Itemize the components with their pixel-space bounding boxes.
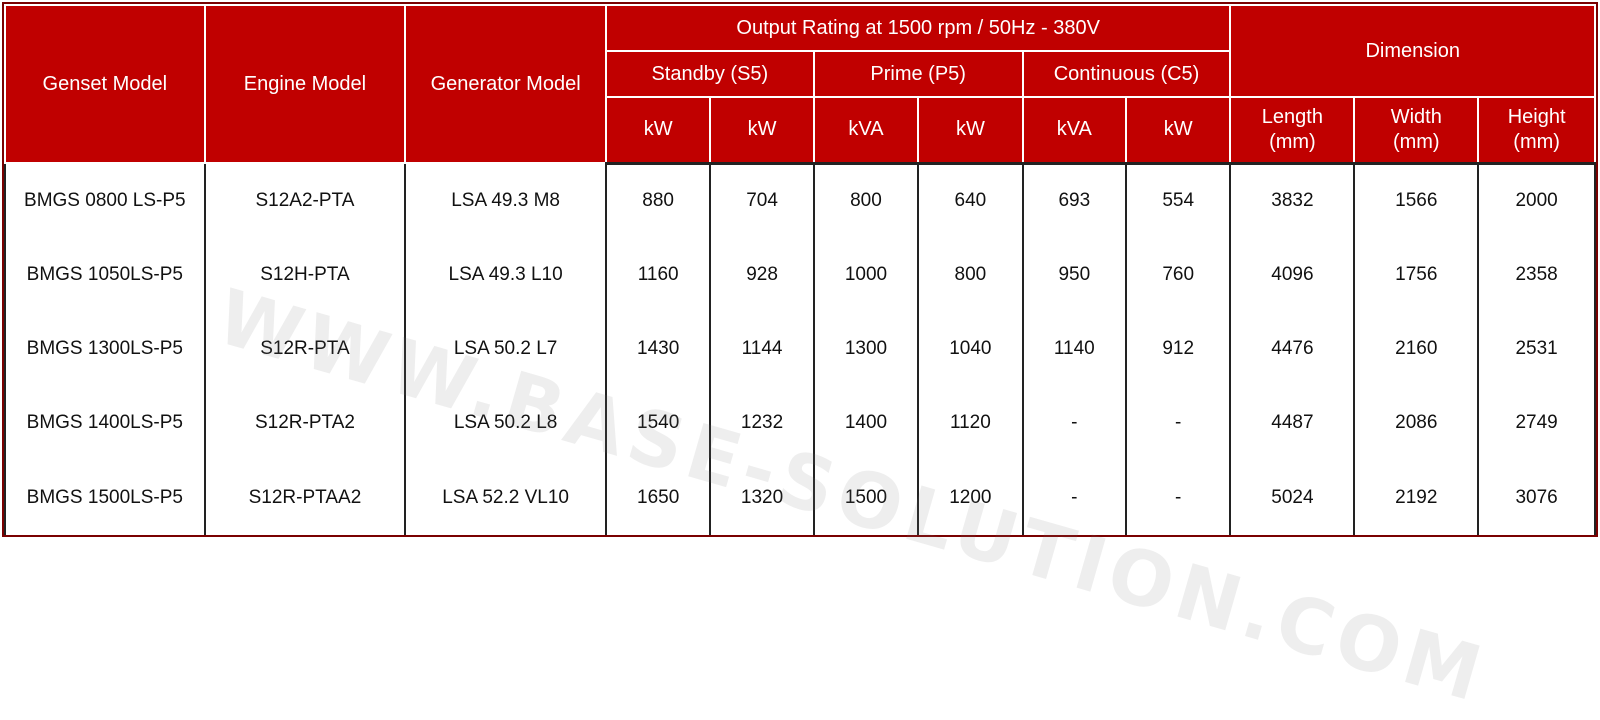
- cell-generator-model: LSA 52.2 VL10: [404, 460, 607, 535]
- header-length-label: Length: [1261, 105, 1323, 128]
- header-standby: Standby (S5): [604, 50, 815, 98]
- cell-value: -: [1124, 460, 1232, 535]
- cell-value: 800: [812, 163, 920, 238]
- cell-value: 950: [1021, 237, 1127, 312]
- cell-value: 2358: [1477, 237, 1596, 312]
- cell-genset-model: BMGS 0800 LS-P5: [4, 163, 206, 238]
- cell-value: 880: [604, 163, 712, 238]
- cell-value: 1320: [709, 460, 815, 535]
- cell-value: 4476: [1229, 311, 1356, 387]
- unit-prime-kva: kVA: [812, 96, 920, 165]
- header-prime: Prime (P5): [812, 50, 1024, 98]
- cell-value: 2160: [1353, 311, 1480, 387]
- cell-engine-model: S12R-PTA2: [203, 386, 407, 461]
- cell-value: 1650: [604, 460, 712, 535]
- cell-genset-model: BMGS 1400LS-P5: [4, 386, 206, 461]
- cell-value: 1430: [604, 311, 712, 387]
- cell-value: 1756: [1353, 237, 1480, 312]
- cell-value: 1500: [812, 460, 920, 535]
- cell-value: -: [1124, 386, 1232, 461]
- cell-value: 640: [917, 163, 1024, 238]
- header-height-label: Height: [1507, 105, 1566, 128]
- cell-value: 1140: [1021, 311, 1127, 387]
- cell-engine-model: S12R-PTAA2: [203, 460, 407, 535]
- header-width-label: Width: [1390, 105, 1442, 128]
- cell-value: 1040: [917, 311, 1024, 387]
- cell-value: 912: [1124, 311, 1232, 387]
- cell-value: 760: [1124, 237, 1232, 312]
- header-continuous: Continuous (C5): [1021, 50, 1232, 98]
- header-output-rating: Output Rating at 1500 rpm / 50Hz - 380V: [604, 4, 1232, 52]
- cell-value: 4096: [1229, 237, 1356, 312]
- header-engine-model: Engine Model: [203, 4, 407, 164]
- header-genset-model: Genset Model: [4, 4, 206, 164]
- cell-value: 2531: [1477, 311, 1596, 387]
- cell-value: 928: [709, 237, 815, 312]
- cell-value: 1144: [709, 311, 815, 387]
- header-length: Length (mm): [1229, 96, 1356, 165]
- cell-value: 1200: [917, 460, 1024, 535]
- table-row: BMGS 1300LS-P5 S12R-PTA LSA 50.2 L7 1430…: [4, 311, 1596, 387]
- cell-value: 2086: [1353, 386, 1480, 461]
- cell-value: 1232: [709, 386, 815, 461]
- cell-generator-model: LSA 49.3 L10: [404, 237, 607, 312]
- unit-continuous-kw: kW: [1124, 96, 1232, 165]
- cell-value: 1120: [917, 386, 1024, 461]
- unit-standby-kw-2: kW: [709, 96, 815, 165]
- cell-value: 1300: [812, 311, 920, 387]
- cell-value: 554: [1124, 163, 1232, 238]
- unit-continuous-kva: kVA: [1021, 96, 1127, 165]
- unit-standby-kw-1: kW: [604, 96, 712, 165]
- header-dimension: Dimension: [1229, 4, 1596, 98]
- header-height-unit: (mm): [1513, 130, 1560, 153]
- cell-engine-model: S12H-PTA: [203, 237, 407, 312]
- header-generator-model: Generator Model: [404, 4, 607, 164]
- cell-value: -: [1021, 386, 1127, 461]
- cell-value: 800: [917, 237, 1024, 312]
- table-row: BMGS 0800 LS-P5 S12A2-PTA LSA 49.3 M8 88…: [4, 163, 1596, 238]
- cell-genset-model: BMGS 1050LS-P5: [4, 237, 206, 312]
- cell-generator-model: LSA 50.2 L8: [404, 386, 607, 461]
- table-row: BMGS 1400LS-P5 S12R-PTA2 LSA 50.2 L8 154…: [4, 386, 1596, 461]
- header-width-unit: (mm): [1392, 130, 1440, 153]
- cell-generator-model: LSA 50.2 L7: [404, 311, 607, 387]
- cell-value: 1160: [604, 237, 712, 312]
- cell-genset-model: BMGS 1500LS-P5: [4, 460, 206, 535]
- table-row: BMGS 1500LS-P5 S12R-PTAA2 LSA 52.2 VL10 …: [4, 460, 1596, 535]
- cell-value: 4487: [1229, 386, 1356, 461]
- cell-value: 1400: [812, 386, 920, 461]
- cell-engine-model: S12R-PTA: [203, 311, 407, 387]
- cell-value: 704: [709, 163, 815, 238]
- header-length-unit: (mm): [1269, 130, 1316, 153]
- header-height: Height (mm): [1477, 96, 1596, 165]
- cell-value: 1540: [604, 386, 712, 461]
- cell-value: 2000: [1477, 163, 1596, 238]
- cell-value: 3832: [1229, 163, 1356, 238]
- cell-engine-model: S12A2-PTA: [203, 163, 407, 238]
- cell-value: 693: [1021, 163, 1127, 238]
- cell-value: -: [1021, 460, 1127, 535]
- cell-value: 3076: [1477, 460, 1596, 535]
- spec-table-container: Genset Model Engine Model Generator Mode…: [2, 2, 1598, 537]
- cell-genset-model: BMGS 1300LS-P5: [4, 311, 206, 387]
- header-width: Width (mm): [1353, 96, 1480, 165]
- genset-spec-table: Genset Model Engine Model Generator Mode…: [4, 4, 1596, 535]
- cell-value: 5024: [1229, 460, 1356, 535]
- cell-value: 2192: [1353, 460, 1480, 535]
- cell-value: 1566: [1353, 163, 1480, 238]
- unit-prime-kw: kW: [917, 96, 1024, 165]
- cell-generator-model: LSA 49.3 M8: [404, 163, 607, 238]
- cell-value: 2749: [1477, 386, 1596, 461]
- cell-value: 1000: [812, 237, 920, 312]
- table-row: BMGS 1050LS-P5 S12H-PTA LSA 49.3 L10 116…: [4, 237, 1596, 312]
